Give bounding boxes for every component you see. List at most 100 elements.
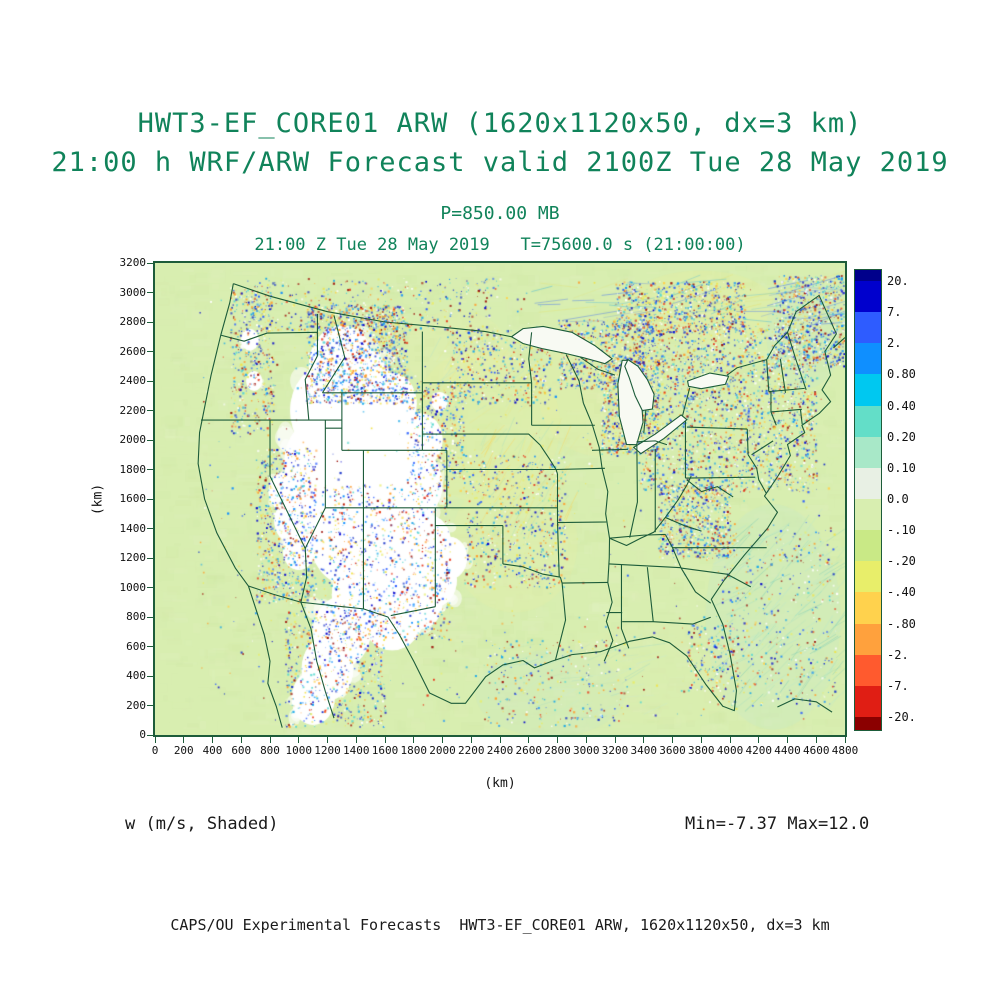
state-boundary-line <box>621 564 628 648</box>
field-name-label: w (m/s, Shaded) <box>125 814 279 834</box>
colorbar-segment <box>855 623 881 656</box>
state-boundary-line <box>581 357 616 375</box>
state-boundary-line <box>771 412 776 425</box>
state-boundary-line <box>780 359 785 393</box>
state-boundary-line <box>777 699 832 712</box>
x-tick-mark <box>212 737 213 743</box>
state-boundary-line <box>248 586 282 728</box>
state-boundary-line <box>322 315 344 392</box>
colorbar-segment <box>855 561 881 594</box>
x-tick-label: 4600 <box>803 744 830 757</box>
y-tick-mark <box>147 321 153 323</box>
x-tick-label: 1400 <box>343 744 370 757</box>
colorbar-segment <box>855 530 881 562</box>
x-tick-label: 2200 <box>458 744 485 757</box>
state-boundary-line <box>637 441 667 445</box>
x-tick-label: 3000 <box>573 744 600 757</box>
colorbar-boundary-label: -20. <box>887 710 916 724</box>
state-boundary-line <box>592 449 628 450</box>
x-tick-mark <box>700 737 702 743</box>
state-boundary-line <box>647 567 653 622</box>
y-tick-mark <box>147 528 153 529</box>
valid-time-label: 21:00 Z Tue 28 May 2019 T=75600.0 s (21:… <box>254 235 746 255</box>
state-boundary-line <box>748 455 766 493</box>
x-tick-label: 4200 <box>745 744 773 757</box>
state-boundary-line <box>270 420 307 602</box>
x-tick-mark <box>327 737 328 743</box>
y-tick-label: 400 <box>126 669 146 682</box>
lake-shape <box>625 360 654 411</box>
y-tick-label: 800 <box>126 610 146 623</box>
colorbar-boundary-label: -.40 <box>887 585 916 600</box>
state-boundary-line <box>665 534 681 568</box>
colorbar-segment <box>855 270 881 281</box>
state-boundary-line <box>767 360 769 392</box>
x-tick-label: 3800 <box>688 744 715 757</box>
x-tick-label: 1000 <box>285 744 313 757</box>
state-boundary-line <box>644 410 646 434</box>
state-boundaries-overlay <box>155 263 845 735</box>
colorbar-segment <box>855 654 881 687</box>
y-axis-unit-label: (km) <box>90 483 106 516</box>
y-tick-label: 2800 <box>119 315 147 328</box>
x-tick-mark <box>787 737 788 743</box>
y-tick-label: 2200 <box>119 403 147 417</box>
y-tick-mark <box>147 292 153 293</box>
colorbar-boundary-label: -.10 <box>887 523 916 538</box>
x-tick-mark <box>585 737 587 743</box>
colorbar-boundary-label: -7. <box>887 678 909 693</box>
state-boundary-line <box>558 523 560 578</box>
state-boundary-line <box>622 617 711 624</box>
x-tick-mark <box>470 737 472 743</box>
state-boundary-line <box>233 284 511 337</box>
colorbar-boundary-label: 0.20 <box>887 429 916 444</box>
state-boundary-line <box>610 476 692 545</box>
colorbar-boundary-label: 0.80 <box>887 367 916 382</box>
x-tick-label: 2400 <box>486 744 514 757</box>
y-tick-mark <box>147 351 153 352</box>
y-tick-label: 2600 <box>119 344 147 358</box>
colorbar-segment <box>855 281 881 313</box>
x-tick-label: 3600 <box>659 744 686 757</box>
y-tick-label: 1400 <box>119 521 147 535</box>
x-tick-mark <box>672 737 673 743</box>
state-boundary-line <box>747 429 748 455</box>
state-boundary-line <box>198 284 836 711</box>
state-boundary-line <box>665 517 701 531</box>
x-tick-label: 600 <box>231 744 252 757</box>
x-tick-mark <box>269 737 271 743</box>
x-tick-label: 1600 <box>371 744 399 757</box>
state-boundary-line <box>681 568 751 587</box>
x-tick-mark <box>528 737 530 743</box>
x-tick-label: 2600 <box>515 744 543 757</box>
y-tick-label: 1600 <box>119 492 147 505</box>
colorbar <box>854 269 882 731</box>
state-boundary-line <box>301 602 334 718</box>
x-tick-mark <box>614 737 616 743</box>
colorbar-segment <box>855 343 881 376</box>
figure-subtitle: 21:00 h WRF/ARW Forecast valid 2100Z Tue… <box>51 147 949 178</box>
x-tick-mark <box>758 737 760 743</box>
state-boundary-line <box>800 409 802 424</box>
colorbar-segment <box>855 717 881 730</box>
colorbar-segment <box>855 467 881 500</box>
colorbar-segment <box>855 312 881 344</box>
x-tick-mark <box>183 737 185 743</box>
state-boundary-line <box>687 480 733 497</box>
state-boundary-line <box>683 388 690 416</box>
y-tick-label: 3000 <box>119 285 147 299</box>
x-tick-label: 1200 <box>314 744 341 757</box>
x-tick-label: 0 <box>151 744 159 757</box>
lake-shape <box>512 326 613 363</box>
colorbar-boundary-label: 20. <box>887 274 909 288</box>
y-tick-mark <box>147 646 153 647</box>
y-tick-mark <box>147 616 153 618</box>
colorbar-boundary-label: 0.40 <box>887 398 916 413</box>
state-boundary-line <box>221 332 317 341</box>
state-boundary-line <box>687 427 747 429</box>
y-tick-label: 1800 <box>119 462 147 476</box>
y-tick-label: 200 <box>126 698 146 712</box>
state-boundary-line <box>562 582 608 583</box>
state-boundary-line <box>305 508 325 549</box>
